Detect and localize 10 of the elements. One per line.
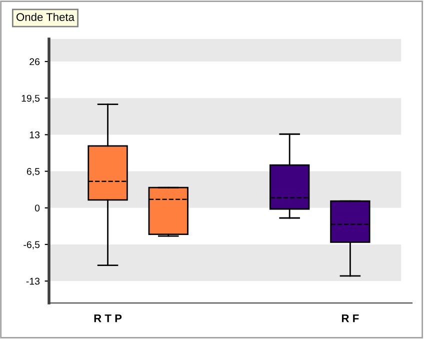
y-tick-label: 19,5 xyxy=(22,94,40,103)
y-tick-label: 26 xyxy=(30,58,40,66)
x-tick-label: R T P xyxy=(94,314,122,322)
y-tick-label: -6,5 xyxy=(24,241,40,250)
y-tick-label: 0 xyxy=(34,204,40,212)
y-tick-label: 6,5 xyxy=(26,168,40,176)
x-tick-label: R F xyxy=(342,314,359,322)
y-tick-label: -13 xyxy=(26,278,40,285)
chart-title: Onde Theta xyxy=(16,12,74,21)
y-tick-label: 13 xyxy=(30,131,40,138)
